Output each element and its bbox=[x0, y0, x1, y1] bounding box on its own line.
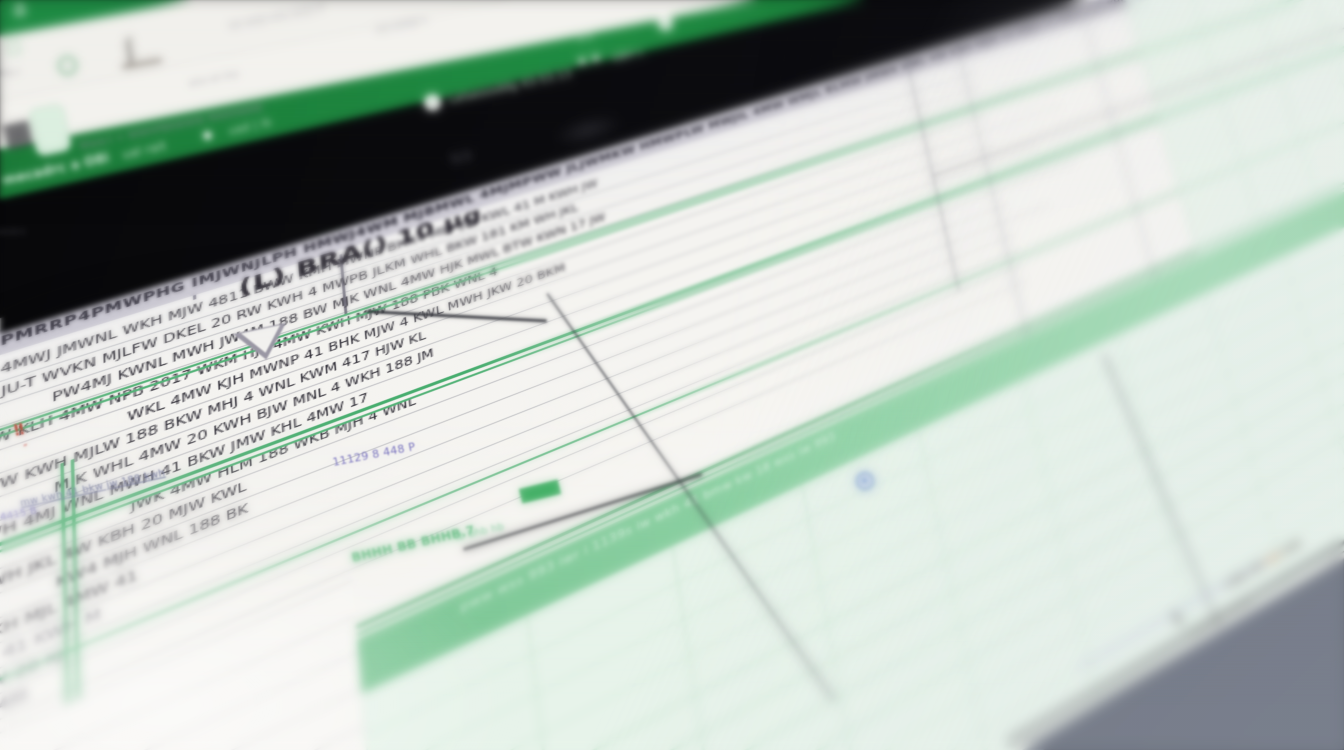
avatar-icon[interactable] bbox=[424, 94, 441, 111]
ribbon-button-icon[interactable] bbox=[578, 57, 586, 65]
refresh-circle-icon[interactable] bbox=[58, 56, 77, 75]
qr-code-icon bbox=[3, 119, 34, 150]
ribbon-dot-icon[interactable] bbox=[203, 131, 212, 140]
bezel-edge-marks: en10 k bbox=[0, 228, 26, 236]
ribbon-button-icon[interactable] bbox=[592, 54, 600, 62]
green-square-icon[interactable] bbox=[6, 40, 22, 56]
toolbar-left-tiny-text: ews f bbox=[0, 69, 20, 77]
